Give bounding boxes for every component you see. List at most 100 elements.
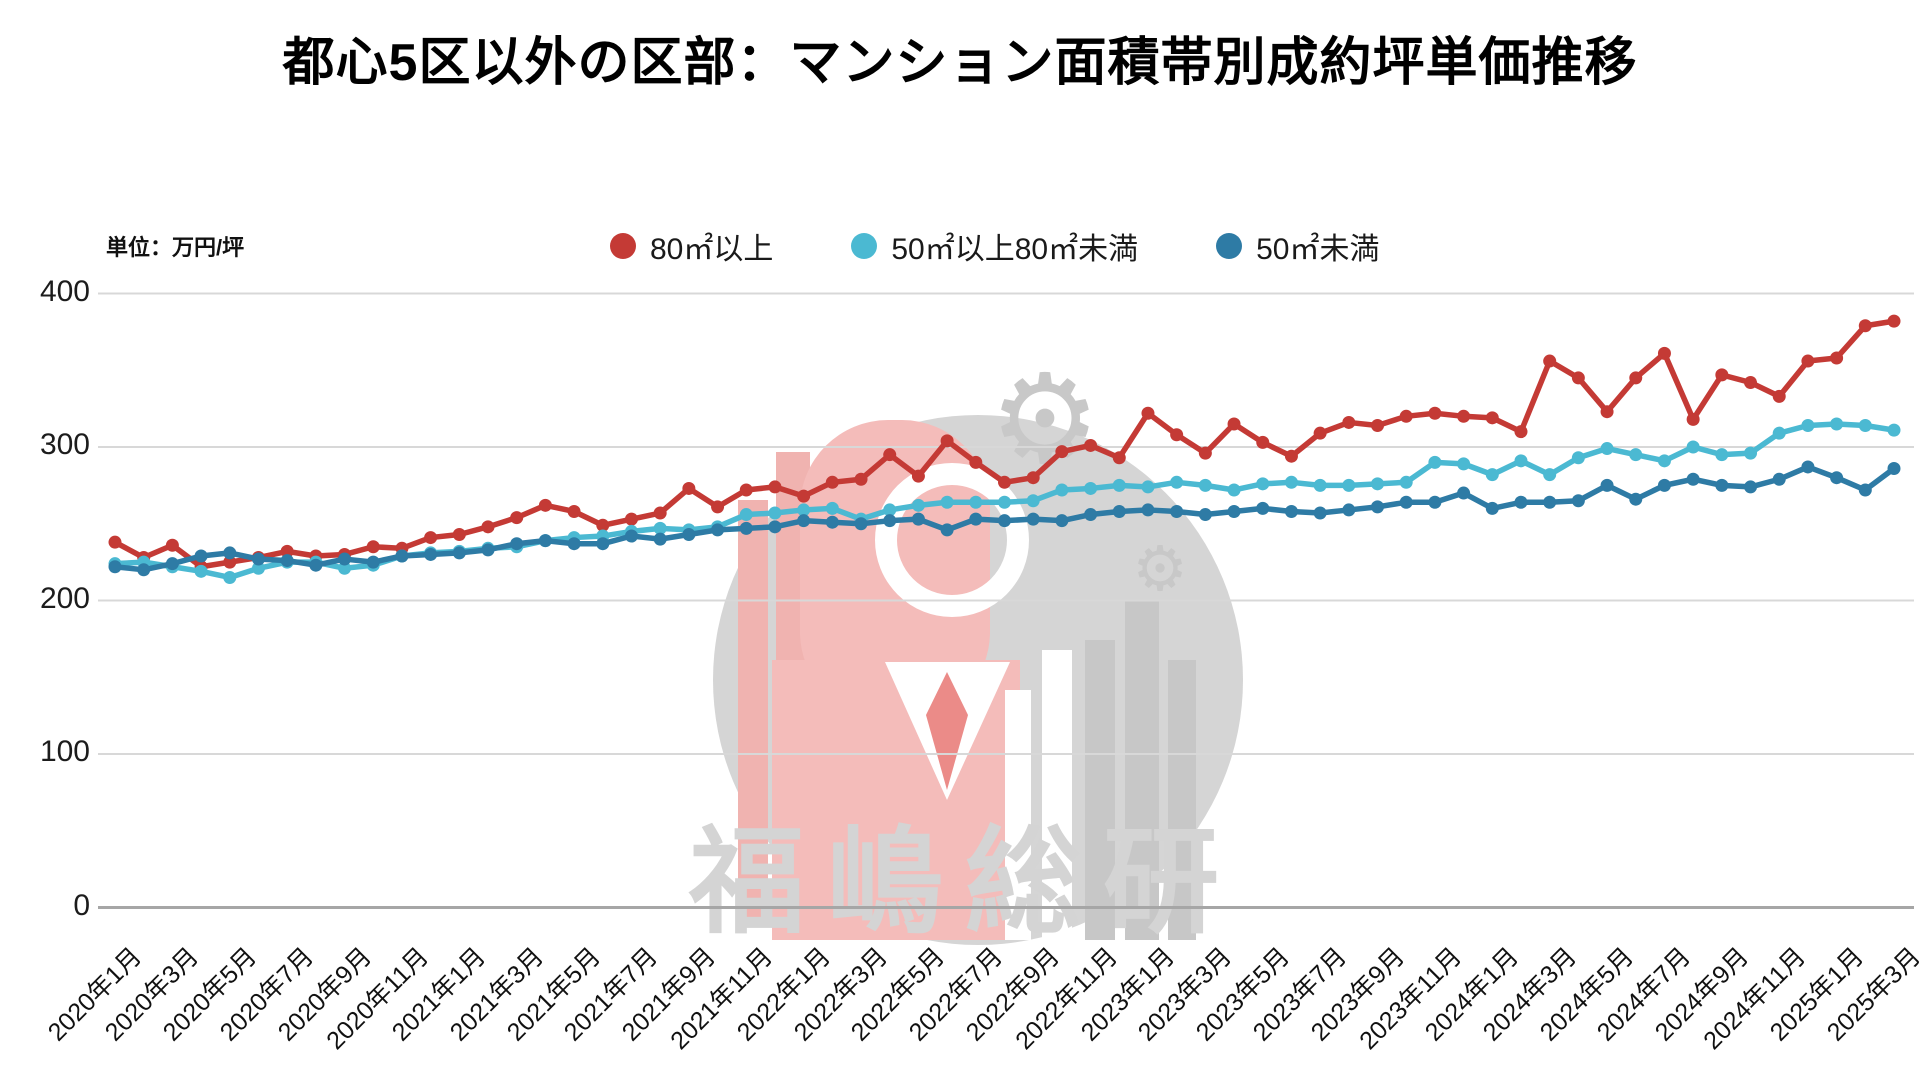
data-point bbox=[194, 564, 208, 578]
data-point bbox=[1227, 504, 1241, 518]
data-point bbox=[1055, 514, 1069, 528]
data-point bbox=[682, 481, 696, 495]
data-point bbox=[969, 455, 983, 469]
data-point bbox=[1514, 425, 1528, 439]
data-point bbox=[768, 506, 782, 520]
data-point bbox=[854, 472, 868, 486]
data-point bbox=[768, 520, 782, 534]
watermark-building-icon bbox=[1042, 650, 1072, 940]
data-point bbox=[1428, 406, 1442, 420]
data-point bbox=[596, 537, 610, 551]
data-point bbox=[1485, 468, 1499, 482]
data-point bbox=[1744, 376, 1758, 390]
data-point bbox=[883, 503, 897, 517]
data-point bbox=[251, 561, 265, 575]
data-point bbox=[883, 514, 897, 528]
series-50㎡未満 bbox=[108, 460, 1901, 577]
data-point bbox=[1830, 471, 1844, 485]
data-point bbox=[1170, 428, 1184, 442]
data-point bbox=[1887, 314, 1901, 328]
watermark-building-icon bbox=[1005, 690, 1031, 940]
watermark-logo: ⚙ ⚙ ⚙ 福嶋総研 bbox=[688, 312, 1243, 947]
data-point bbox=[940, 495, 954, 509]
data-point bbox=[1830, 351, 1844, 365]
data-point bbox=[309, 558, 323, 572]
data-point bbox=[1084, 438, 1098, 452]
data-point bbox=[1600, 405, 1614, 419]
legend-item-50sqm-under: 50㎡未満 bbox=[1216, 224, 1380, 268]
legend-item-80sqm-over: 80㎡以上 bbox=[610, 224, 773, 268]
data-point bbox=[165, 538, 179, 552]
legend-dot-blue-icon bbox=[1216, 233, 1243, 259]
data-point bbox=[1026, 494, 1040, 508]
gear-icon: ⚙ bbox=[1132, 535, 1188, 604]
data-point bbox=[911, 498, 925, 512]
data-point bbox=[1342, 415, 1356, 429]
data-point bbox=[739, 483, 753, 497]
data-point bbox=[481, 520, 495, 534]
data-point bbox=[1170, 475, 1184, 489]
watermark-building-icon bbox=[1125, 600, 1159, 940]
data-point bbox=[366, 540, 380, 554]
data-point bbox=[1026, 512, 1040, 526]
data-point bbox=[1657, 346, 1671, 360]
data-point bbox=[1428, 455, 1442, 469]
data-point bbox=[1084, 508, 1098, 522]
data-point bbox=[538, 498, 552, 512]
data-point bbox=[567, 504, 581, 518]
gear-icon: ⚙ bbox=[851, 312, 930, 411]
data-point bbox=[1772, 389, 1786, 403]
data-point bbox=[998, 514, 1011, 528]
data-point bbox=[1571, 451, 1585, 465]
data-point bbox=[1858, 483, 1872, 497]
data-point bbox=[1198, 508, 1212, 522]
data-point bbox=[338, 552, 352, 566]
data-point bbox=[998, 495, 1011, 509]
data-point bbox=[538, 534, 552, 548]
watermark-ring bbox=[875, 463, 1029, 617]
data-point bbox=[1141, 503, 1155, 517]
data-point bbox=[1772, 426, 1786, 440]
data-point bbox=[1600, 442, 1614, 456]
data-point bbox=[452, 546, 466, 560]
data-point bbox=[510, 537, 524, 551]
watermark-tie bbox=[926, 672, 968, 790]
data-point bbox=[1256, 435, 1270, 449]
data-point bbox=[1284, 449, 1298, 463]
watermark-building-icon bbox=[738, 500, 768, 920]
data-point bbox=[1170, 504, 1184, 518]
data-point bbox=[1887, 423, 1901, 437]
data-point bbox=[1801, 419, 1815, 433]
data-point bbox=[911, 512, 925, 526]
watermark-building-icon bbox=[1168, 660, 1196, 940]
data-point bbox=[797, 503, 811, 517]
data-point bbox=[1342, 503, 1356, 517]
data-point bbox=[1399, 495, 1413, 509]
data-point bbox=[1744, 480, 1758, 494]
data-point bbox=[969, 512, 983, 526]
legend-label: 80㎡以上 bbox=[650, 233, 774, 266]
data-point bbox=[1715, 368, 1729, 382]
data-point bbox=[1112, 451, 1126, 465]
data-point bbox=[1600, 478, 1614, 492]
data-point bbox=[768, 480, 782, 494]
data-point bbox=[1428, 495, 1442, 509]
data-point bbox=[108, 560, 122, 574]
data-point bbox=[567, 537, 581, 551]
legend-label: 50㎡以上80㎡未満 bbox=[891, 233, 1139, 266]
data-point bbox=[1198, 478, 1212, 492]
data-point bbox=[825, 475, 839, 489]
data-point bbox=[1227, 483, 1241, 497]
data-point bbox=[1141, 480, 1155, 494]
data-point bbox=[1830, 417, 1844, 431]
data-point bbox=[194, 549, 208, 563]
data-point bbox=[481, 543, 495, 557]
data-point bbox=[251, 552, 265, 566]
data-point bbox=[223, 555, 237, 569]
data-point bbox=[739, 521, 753, 535]
data-point bbox=[1256, 501, 1270, 515]
data-point bbox=[1629, 371, 1643, 385]
data-point bbox=[1371, 477, 1385, 491]
y-tick-label-400: 400 bbox=[39, 274, 90, 308]
